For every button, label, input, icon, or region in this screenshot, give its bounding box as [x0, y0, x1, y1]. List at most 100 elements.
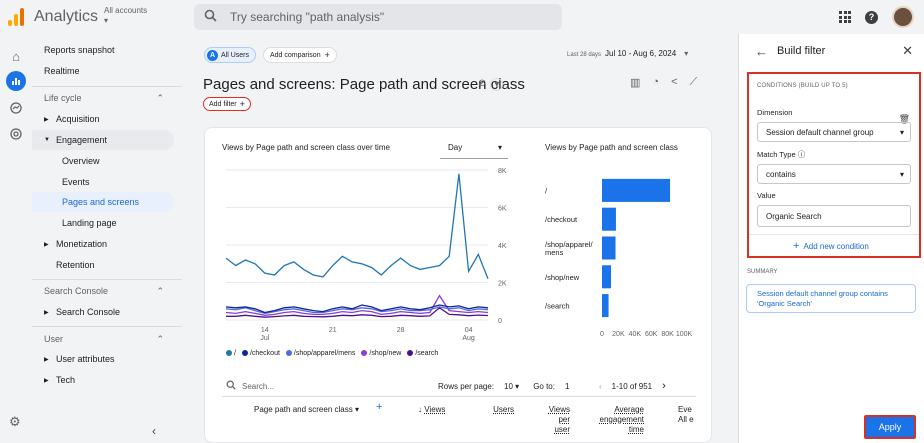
- nav-tech[interactable]: ▶ Tech: [32, 370, 174, 390]
- page-title: Pages and screens: Page path and screen …: [203, 76, 525, 93]
- match-type-select[interactable]: contains ▾: [757, 164, 911, 184]
- nav-user-attributes[interactable]: ▶ User attributes: [32, 349, 174, 369]
- table-search[interactable]: Search...: [226, 380, 274, 392]
- nav-events[interactable]: Events: [62, 177, 90, 187]
- app-title[interactable]: Analytics: [34, 8, 99, 25]
- delete-trash-icon[interactable]: 🗑: [898, 114, 910, 124]
- column-header-users[interactable]: Users: [493, 405, 514, 414]
- next-page-icon[interactable]: ›: [662, 380, 666, 392]
- nav-pages-and-screens[interactable]: Pages and screens: [32, 192, 174, 212]
- expand-arrow-icon: ▶: [44, 116, 49, 123]
- goto-input[interactable]: 1: [564, 381, 570, 391]
- add-dimension-plus-icon[interactable]: +: [376, 401, 383, 413]
- nav-overview[interactable]: Overview: [62, 156, 100, 166]
- nav-reports-snapshot[interactable]: Reports snapshot: [44, 45, 115, 55]
- nav-landing-page[interactable]: Landing page: [62, 218, 117, 228]
- page-range: 1-10 of 951: [611, 381, 653, 391]
- legend-swatch: [285, 350, 292, 356]
- legend-item[interactable]: /checkout: [241, 350, 280, 357]
- compare-columns-icon[interactable]: ▥: [630, 77, 641, 89]
- nav-section-lifecycle[interactable]: Life cycle ⌃: [32, 88, 174, 108]
- granularity-select[interactable]: Day ▾: [440, 137, 508, 159]
- bar[interactable]: [602, 178, 671, 202]
- summary-label: SUMMARY: [747, 269, 778, 275]
- category-label: /shop/new: [545, 273, 580, 282]
- nav-monetization[interactable]: ▶ Monetization: [32, 234, 174, 254]
- all-users-chip[interactable]: A All Users: [204, 47, 257, 63]
- dimension-label: Dimension: [757, 108, 793, 117]
- legend-swatch: [241, 350, 248, 356]
- account-selector[interactable]: All accounts ▾: [104, 6, 147, 25]
- bar[interactable]: [602, 265, 612, 289]
- nav-search-console[interactable]: ▶ Search Console: [32, 302, 174, 322]
- avatar[interactable]: [892, 6, 914, 28]
- bar[interactable]: [602, 207, 616, 231]
- bar[interactable]: [602, 236, 616, 260]
- nav-acquisition[interactable]: ▶ Acquisition: [32, 109, 174, 129]
- legend-item[interactable]: /search: [407, 350, 438, 357]
- share-icon[interactable]: <: [671, 76, 678, 88]
- chevron-up-icon: ⌃: [156, 333, 164, 344]
- dimension-select[interactable]: Session default channel group ▾: [757, 122, 911, 142]
- back-arrow-icon[interactable]: ←: [755, 43, 768, 59]
- collapse-nav-chevron-icon[interactable]: ‹: [152, 424, 156, 438]
- column-header-dimension[interactable]: Page path and screen class ▾: [254, 405, 359, 415]
- column-header-views[interactable]: ↓ Views: [418, 405, 445, 415]
- reports-icon[interactable]: [6, 71, 26, 91]
- series-line[interactable]: [225, 294, 489, 316]
- caret-down-icon[interactable]: ▾: [490, 78, 504, 91]
- nav-engagement[interactable]: ▼ Engagement: [32, 130, 174, 150]
- home-icon[interactable]: ⌂: [12, 48, 20, 64]
- advertising-icon[interactable]: [6, 124, 26, 144]
- nav-realtime[interactable]: Realtime: [44, 66, 80, 76]
- explore-icon[interactable]: [6, 98, 26, 118]
- legend-label: /checkout: [249, 350, 280, 357]
- close-icon[interactable]: ✕: [902, 43, 913, 58]
- legend-item[interactable]: /shop/apparel/mens: [285, 350, 355, 357]
- legend-item[interactable]: /: [226, 350, 236, 357]
- check-circle-icon[interactable]: ⊘: [478, 78, 487, 89]
- add-filter-button[interactable]: Add filter +: [203, 97, 251, 111]
- x-tick-label: 04: [465, 327, 473, 334]
- x-tick-label: Aug: [462, 335, 475, 342]
- help-icon[interactable]: ?: [865, 10, 878, 24]
- insights-icon[interactable]: ◔: [652, 76, 660, 88]
- apply-button[interactable]: Apply: [864, 415, 916, 439]
- column-header-views-per-user[interactable]: Views per user: [548, 405, 570, 434]
- value-input[interactable]: Organic Search: [757, 205, 911, 227]
- series-line[interactable]: [225, 304, 489, 314]
- rows-per-page-select[interactable]: 10 ▾: [504, 382, 519, 391]
- trend-icon[interactable]: ⟋: [689, 76, 698, 88]
- match-type-text: Match Type: [757, 150, 796, 159]
- apps-grid-icon[interactable]: [839, 11, 851, 23]
- expand-arrow-icon: ▶: [44, 309, 49, 316]
- series-line[interactable]: [226, 306, 489, 318]
- help-outline-icon[interactable]: ⓘ: [797, 150, 806, 159]
- nav-retention[interactable]: Retention: [56, 260, 95, 270]
- series-line[interactable]: [225, 306, 489, 315]
- series-line[interactable]: [225, 173, 489, 280]
- column-header-avg-engagement[interactable]: Average engagement time: [599, 405, 644, 434]
- column-header-events[interactable]: Eve All e: [678, 405, 694, 424]
- analytics-logo-icon[interactable]: [8, 8, 26, 26]
- search-bar[interactable]: Try searching "path analysis": [194, 4, 562, 30]
- section-label: Search Console: [44, 286, 109, 296]
- top-bar: Analytics All accounts ▾ Try searching "…: [0, 0, 924, 34]
- add-new-condition-button[interactable]: + Add new condition: [793, 240, 869, 252]
- settings-gear-icon[interactable]: ⚙: [9, 414, 21, 429]
- caret-down-icon: ▾: [354, 405, 359, 414]
- nav-section-user[interactable]: User ⌃: [32, 329, 174, 349]
- add-comparison-button[interactable]: Add comparison +: [263, 47, 337, 63]
- value-text: Organic Search: [766, 211, 822, 221]
- dimension-value: Session default channel group: [766, 127, 874, 137]
- nav-label: Search Console: [56, 307, 121, 317]
- legend-item[interactable]: /shop/new: [361, 350, 401, 357]
- bar[interactable]: [602, 294, 609, 318]
- nav-section-search-console[interactable]: Search Console ⌃: [32, 281, 174, 301]
- accounts-label: All accounts: [104, 6, 148, 15]
- line-chart-title: Views by Page path and screen class over…: [222, 143, 390, 152]
- date-range-picker[interactable]: Last 28 days Jul 10 - Aug 6, 2024 ▾: [567, 49, 688, 58]
- bar-chart[interactable]: / /checkout/shop/apparel/mens/shop/new/se…: [540, 160, 700, 346]
- prev-page-icon[interactable]: ‹: [598, 381, 602, 391]
